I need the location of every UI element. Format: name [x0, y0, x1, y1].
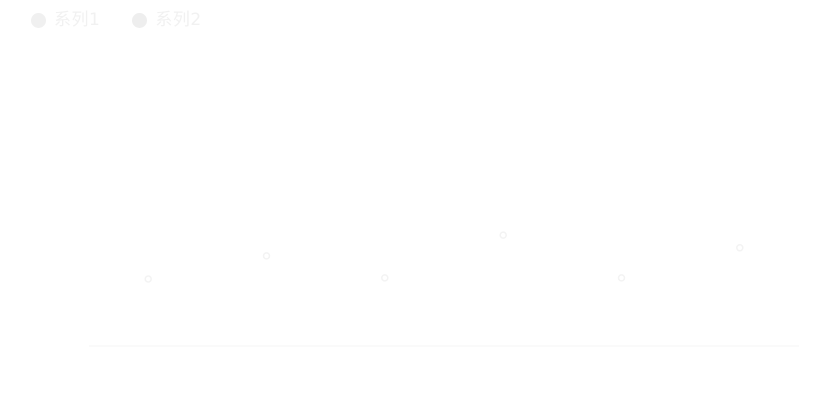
- series-1-point-1[interactable]: [144, 275, 152, 283]
- legend-swatch-series-1: [31, 12, 46, 28]
- series-1-point-2[interactable]: [262, 252, 271, 260]
- series-1-point-5[interactable]: [617, 274, 626, 282]
- points-layer: [144, 231, 744, 283]
- series-1-point-3[interactable]: [381, 274, 389, 282]
- series-1-point-4[interactable]: [499, 231, 507, 239]
- legend-item-series-2[interactable]: 系列2: [132, 8, 201, 32]
- legend-label-series-1: 系列1: [54, 10, 101, 30]
- legend: 系列1 系列2: [31, 8, 202, 32]
- legend-item-series-1[interactable]: 系列1: [31, 8, 100, 32]
- legend-swatch-series-2: [132, 12, 148, 28]
- legend-label-series-2: 系列2: [155, 10, 202, 30]
- series-1-point-6[interactable]: [736, 244, 744, 252]
